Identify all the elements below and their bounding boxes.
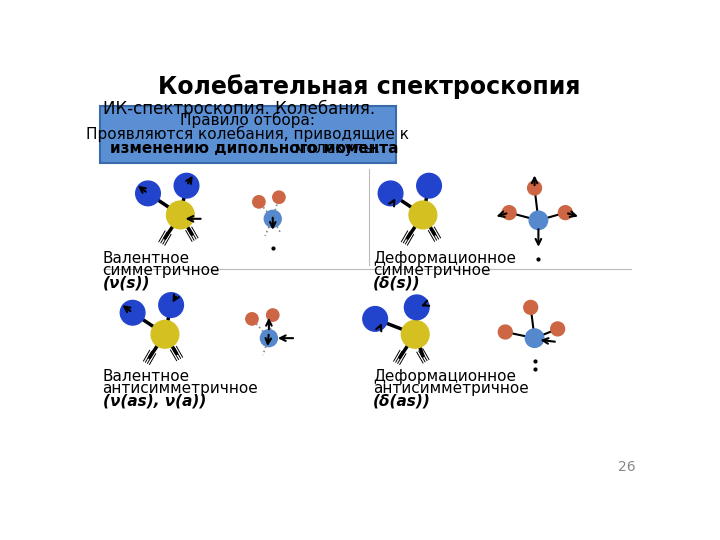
Text: Проявляются колебания, приводящие к: Проявляются колебания, приводящие к [86,126,409,142]
Circle shape [253,195,265,208]
Text: изменению дипольного момента: изменению дипольного момента [110,141,399,156]
Text: (ν(as), ν(a)): (ν(as), ν(a)) [102,394,206,409]
Text: ИК-спектроскопия. Колебания.: ИК-спектроскопия. Колебания. [102,99,374,118]
Text: 26: 26 [618,461,636,475]
Circle shape [363,307,387,331]
Circle shape [503,206,516,220]
Circle shape [174,173,199,198]
Text: Колебательная спектроскопия: Колебательная спектроскопия [158,74,580,99]
Circle shape [498,325,512,339]
Text: (δ(s)): (δ(s)) [373,276,420,291]
Circle shape [529,211,548,230]
Circle shape [166,201,194,229]
Circle shape [273,191,285,204]
FancyBboxPatch shape [99,106,396,164]
Text: (ν(s)): (ν(s)) [102,276,150,291]
Text: молекулы.: молекулы. [290,141,381,156]
Circle shape [528,181,541,195]
Circle shape [409,201,437,229]
Text: антисимметричное: антисимметричное [102,381,258,396]
Text: антисимметричное: антисимметричное [373,381,528,396]
Circle shape [120,300,145,325]
Circle shape [151,320,179,348]
Circle shape [264,210,282,227]
Text: Деформационное: Деформационное [373,251,516,266]
Circle shape [246,313,258,325]
Circle shape [523,300,538,314]
Circle shape [159,293,184,318]
Text: Правило отбора:: Правило отбора: [180,112,315,128]
Circle shape [378,181,403,206]
Text: Валентное: Валентное [102,251,189,266]
Circle shape [401,320,429,348]
Circle shape [417,173,441,198]
Text: симметричное: симметричное [373,264,490,279]
Text: Деформационное: Деформационное [373,369,516,384]
Circle shape [135,181,161,206]
Circle shape [559,206,572,220]
Text: симметричное: симметричное [102,264,220,279]
Circle shape [526,329,544,347]
Circle shape [266,309,279,321]
Circle shape [551,322,564,336]
Circle shape [405,295,429,320]
Text: Валентное: Валентное [102,369,189,384]
Circle shape [261,330,277,347]
Text: (δ(as)): (δ(as)) [373,394,431,409]
